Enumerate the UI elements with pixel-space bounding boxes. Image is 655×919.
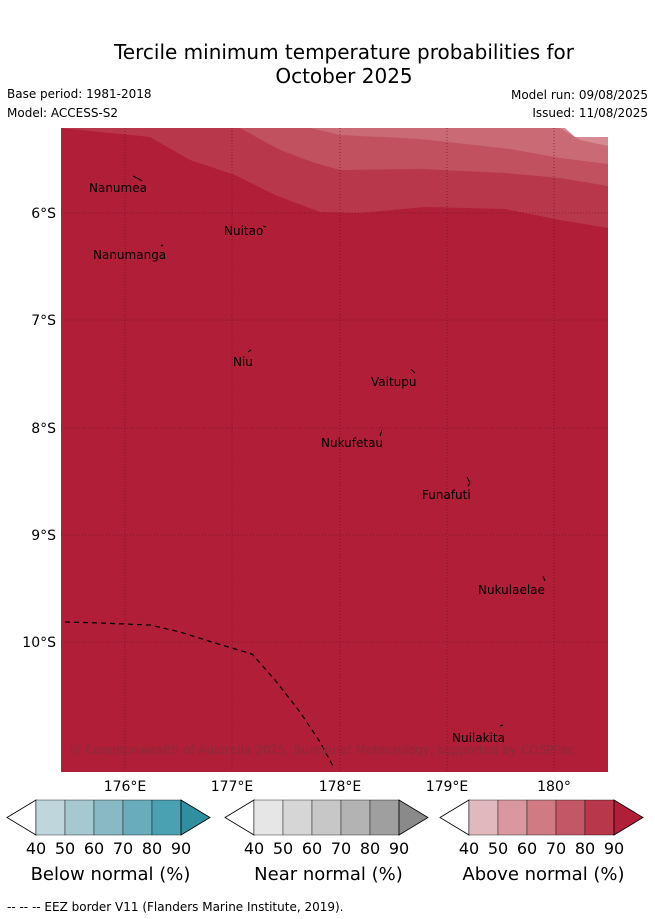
lon-label-176e: 176°E bbox=[104, 779, 147, 795]
lat-label-6s: 6°S bbox=[31, 206, 56, 222]
legend-above-normal: 40 50 60 70 80 90 Above normal (%) bbox=[439, 799, 644, 885]
lon-label-178e: 178°E bbox=[319, 779, 362, 795]
island-label-nukufetau: Nukufetau bbox=[321, 436, 383, 450]
graticule bbox=[61, 128, 608, 772]
island-shape-nanumanga bbox=[160, 244, 164, 247]
legend-near-normal-high-arrow bbox=[398, 799, 429, 836]
legend-below-normal-high-arrow bbox=[180, 799, 211, 836]
island-shape-nuilakita bbox=[499, 724, 504, 727]
legend-below-normal-tick-40: 40 bbox=[26, 839, 46, 858]
lat-label-9s: 9°S bbox=[31, 528, 56, 544]
island-label-nuilakita: Nuilakita bbox=[452, 731, 505, 745]
legend-near-normal-swatch-4 bbox=[369, 799, 400, 836]
legend-above-normal-swatch-1 bbox=[497, 799, 528, 836]
legend-above-normal-tick-60: 60 bbox=[517, 839, 537, 858]
contour-band-60 bbox=[310, 128, 608, 164]
legend-below-normal-swatch-4 bbox=[151, 799, 182, 836]
lon-label-179e: 179°E bbox=[426, 779, 469, 795]
legend-below-normal-swatch-1 bbox=[64, 799, 95, 836]
island-label-nanumea: Nanumea bbox=[89, 181, 147, 195]
chart-title: Tercile minimum temperature probabilitie… bbox=[0, 40, 655, 88]
island-label-nukulaelae: Nukulaelae bbox=[478, 583, 545, 597]
issued-date: Issued: 11/08/2025 bbox=[532, 106, 648, 120]
colorbar-legends: 40 50 60 70 80 90 Below normal (%) 40 50 60 70 80 90… bbox=[6, 799, 644, 885]
island-label-nuitao: Nuitao bbox=[224, 224, 263, 238]
island-shape-nanumea bbox=[132, 175, 143, 182]
lat-label-10s: 10°S bbox=[22, 635, 56, 651]
legend-above-normal-swatch-4 bbox=[584, 799, 615, 836]
legend-near-normal-swatch-1 bbox=[282, 799, 313, 836]
island-outlines bbox=[132, 175, 546, 727]
legend-near-normal-tick-80: 80 bbox=[360, 839, 380, 858]
legend-above-normal-swatch-2 bbox=[526, 799, 557, 836]
lat-label-7s: 7°S bbox=[31, 313, 56, 329]
lon-label-180: 180° bbox=[537, 779, 571, 795]
legend-near-normal-tick-60: 60 bbox=[302, 839, 322, 858]
legend-near-normal-title: Near normal (%) bbox=[254, 864, 403, 885]
legend-below-normal: 40 50 60 70 80 90 Below normal (%) bbox=[6, 799, 211, 885]
island-label-funafuti: Funafuti bbox=[422, 488, 471, 502]
legend-below-normal-swatch-2 bbox=[93, 799, 124, 836]
legend-above-normal-high-arrow bbox=[613, 799, 644, 836]
legend-near-normal-swatch-2 bbox=[311, 799, 342, 836]
eez-border bbox=[64, 621, 335, 769]
legend-below-normal-low-arrow bbox=[6, 799, 37, 836]
legend-below-normal-title: Below normal (%) bbox=[31, 864, 191, 885]
island-shape-nukufetau bbox=[379, 429, 383, 437]
legend-near-normal-low-arrow bbox=[224, 799, 255, 836]
map-base-fill bbox=[61, 128, 608, 772]
legend-below-normal-tick-70: 70 bbox=[113, 839, 133, 858]
island-label-vaitupu: Vaitupu bbox=[371, 375, 417, 389]
legend-above-normal-tick-90: 90 bbox=[604, 839, 624, 858]
island-shape-niu bbox=[247, 349, 252, 353]
legend-above-normal-swatch-3 bbox=[555, 799, 586, 836]
legend-above-normal-low-arrow bbox=[439, 799, 470, 836]
eez-footnote: -- -- -- EEZ border V11 (Flanders Marine… bbox=[7, 900, 344, 914]
legend-above-normal-swatch-0 bbox=[468, 799, 499, 836]
legend-below-normal-tick-50: 50 bbox=[55, 839, 75, 858]
legend-above-normal-tick-70: 70 bbox=[546, 839, 566, 858]
legend-above-normal-tick-40: 40 bbox=[459, 839, 479, 858]
island-shape-vaitupu bbox=[410, 368, 416, 374]
model-name: Model: ACCESS-S2 bbox=[7, 106, 119, 120]
map-edge-notch bbox=[565, 127, 608, 137]
legend-below-normal-tick-90: 90 bbox=[171, 839, 191, 858]
legend-below-normal-swatch-3 bbox=[122, 799, 153, 836]
island-label-niu: Niu bbox=[233, 355, 253, 369]
model-run: Model run: 09/08/2025 bbox=[510, 88, 648, 102]
lon-label-177e: 177°E bbox=[211, 779, 254, 795]
legend-above-normal-title: Above normal (%) bbox=[462, 864, 624, 885]
legend-near-normal: 40 50 60 70 80 90 Near normal (%) bbox=[224, 799, 429, 885]
legend-below-normal-swatch-0 bbox=[35, 799, 66, 836]
legend-near-normal-swatch-3 bbox=[340, 799, 371, 836]
legend-above-normal-tick-50: 50 bbox=[488, 839, 508, 858]
legend-above-normal-tick-80: 80 bbox=[575, 839, 595, 858]
legend-near-normal-tick-40: 40 bbox=[244, 839, 264, 858]
island-label-nanumanga: Nanumanga bbox=[93, 248, 166, 262]
island-shape-funafuti bbox=[466, 476, 471, 487]
copyright-notice: © Commonwealth of Australia 2025, Bureau… bbox=[69, 743, 574, 757]
title-line-1: Tercile minimum temperature probabilitie… bbox=[113, 40, 575, 64]
legend-near-normal-swatch-0 bbox=[253, 799, 284, 836]
legend-near-normal-tick-90: 90 bbox=[389, 839, 409, 858]
probability-map: Nanumea Nuitao Nanumanga Niu Vaitupu Nuk… bbox=[6, 127, 644, 885]
base-period: Base period: 1981-2018 bbox=[7, 87, 152, 101]
legend-below-normal-tick-80: 80 bbox=[142, 839, 162, 858]
legend-below-normal-tick-60: 60 bbox=[84, 839, 104, 858]
island-shape-nukulaelae bbox=[542, 575, 546, 582]
title-line-2: October 2025 bbox=[275, 64, 413, 88]
island-shape-nuitao bbox=[262, 225, 267, 228]
lat-label-8s: 8°S bbox=[31, 421, 56, 437]
legend-near-normal-tick-70: 70 bbox=[331, 839, 351, 858]
legend-near-normal-tick-50: 50 bbox=[273, 839, 293, 858]
